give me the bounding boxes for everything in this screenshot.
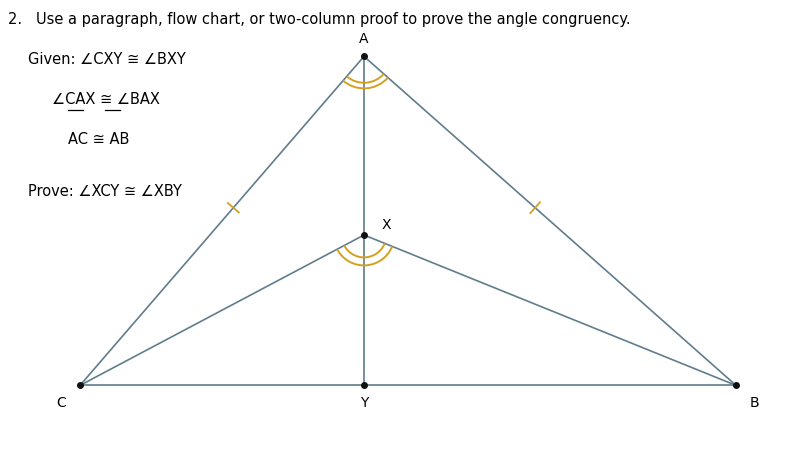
Text: AC ≅ AB: AC ≅ AB: [68, 132, 130, 147]
Text: C: C: [56, 396, 66, 410]
Text: B: B: [750, 396, 760, 410]
Text: 2.   Use a paragraph, flow chart, or two-column proof to prove the angle congrue: 2. Use a paragraph, flow chart, or two-c…: [8, 12, 630, 27]
Text: Prove: ∠XCY ≅ ∠XBY: Prove: ∠XCY ≅ ∠XBY: [28, 184, 182, 198]
Text: ∠CAX ≅ ∠BAX: ∠CAX ≅ ∠BAX: [52, 92, 160, 107]
Text: A: A: [359, 32, 369, 46]
Text: Y: Y: [360, 396, 368, 410]
Text: Given: ∠CXY ≅ ∠BXY: Given: ∠CXY ≅ ∠BXY: [28, 52, 186, 67]
Text: X: X: [382, 218, 391, 232]
